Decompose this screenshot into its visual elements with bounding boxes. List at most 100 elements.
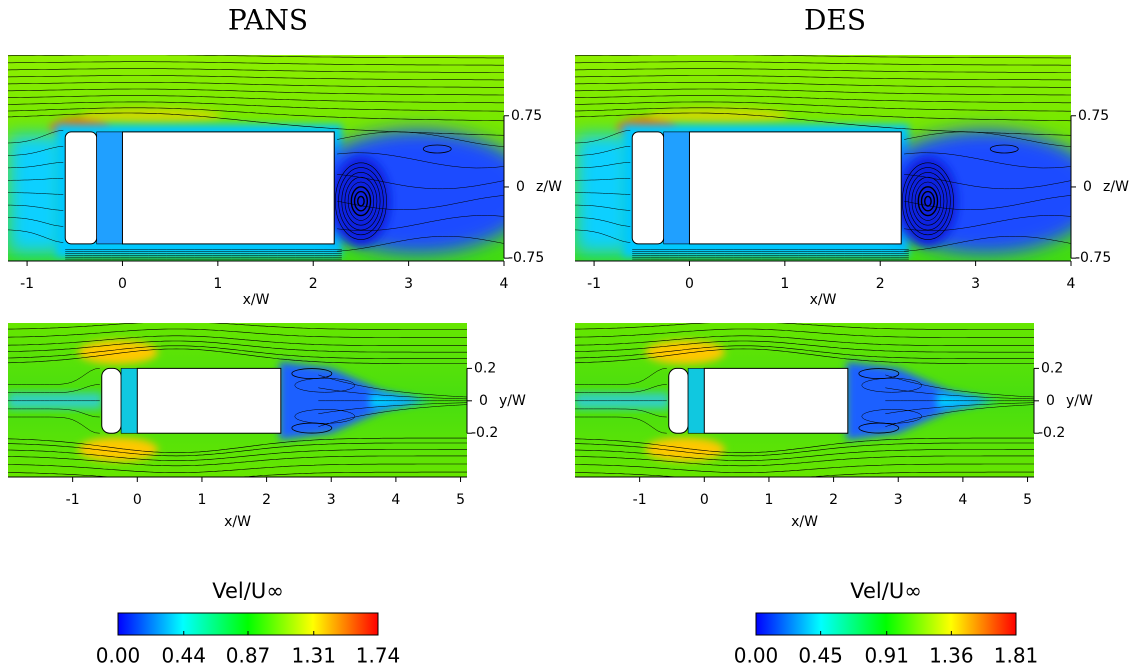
streamline	[575, 88, 1071, 96]
x-tick-label: 5	[1023, 492, 1032, 508]
streamline	[885, 404, 1034, 427]
body-front	[101, 367, 122, 434]
streamline	[8, 204, 64, 211]
x-tick-label: 4	[958, 492, 967, 508]
streamline	[575, 229, 631, 243]
vortex-line	[920, 190, 936, 212]
wake-zone	[897, 156, 958, 247]
x-tick-label: -1	[587, 276, 601, 292]
vortex-line	[914, 181, 942, 221]
streamline	[337, 174, 504, 190]
vortex-line	[902, 162, 954, 240]
streamline	[575, 75, 1071, 81]
streamline	[8, 129, 64, 144]
high-speed-zone	[81, 107, 222, 124]
body-gap	[96, 131, 123, 245]
x-tick-label: 4	[1067, 276, 1076, 292]
colorbar-tick-label: 1.81	[994, 644, 1039, 668]
streamline	[8, 442, 467, 457]
flow-field	[575, 323, 1034, 477]
streamline	[904, 236, 1071, 252]
body-gap	[120, 368, 138, 434]
colorbar-tick-label: 0.44	[161, 644, 206, 668]
vortex-line	[350, 186, 372, 217]
streamline	[8, 55, 504, 59]
x-tick-label: 0	[700, 492, 709, 508]
streamline	[8, 408, 100, 418]
flow-field	[8, 55, 504, 261]
x-tick-label: 5	[456, 492, 465, 508]
streamline	[575, 68, 1071, 73]
streamline	[8, 437, 467, 453]
x-tick-label: 3	[404, 276, 413, 292]
x-axis-label: x/W	[224, 514, 251, 530]
x-tick-label: 1	[213, 276, 222, 292]
streamline	[318, 402, 467, 415]
streamline	[8, 82, 504, 88]
y-tick-label: 0	[479, 393, 488, 409]
y-axis-label: z/W	[536, 179, 562, 195]
high-speed-zone	[77, 340, 158, 365]
panel-title: PANS	[228, 4, 308, 37]
colorbar-title: Vel/U∞	[212, 579, 283, 603]
vortex-line	[353, 190, 369, 212]
y-tick-label: -0.75	[1075, 250, 1111, 266]
y-tick-label: -0.2	[471, 425, 498, 441]
colorbar-tick-label: 1.31	[291, 644, 336, 668]
x-tick-label: 4	[391, 492, 400, 508]
streamline	[8, 95, 504, 104]
streamline	[8, 101, 504, 112]
x-tick-label: 0	[685, 276, 694, 292]
streamline	[318, 404, 467, 427]
streamline	[8, 455, 467, 467]
x-tick-label: 1	[780, 276, 789, 292]
colorbar-tick-label: 0.45	[798, 644, 843, 668]
x-tick-label: 1	[197, 492, 206, 508]
streamline	[904, 195, 1071, 210]
x-tick-label: 4	[500, 276, 509, 292]
x-axis-label: x/W	[810, 292, 837, 308]
wake-zone	[330, 156, 391, 247]
vortex-line	[858, 368, 900, 379]
streamline	[575, 408, 667, 418]
x-tick-label: 3	[327, 492, 336, 508]
y-tick-label: 0	[516, 179, 525, 195]
streamline	[885, 402, 1034, 415]
vortex-line	[917, 186, 939, 217]
body-front	[64, 131, 98, 245]
x-tick-label: 0	[118, 276, 127, 292]
streamline	[575, 328, 1034, 338]
vortex-line	[858, 422, 900, 434]
streamline	[337, 215, 504, 231]
vortex-line	[861, 377, 923, 393]
streamline	[337, 131, 504, 147]
streamline	[904, 215, 1071, 231]
x-tick-label: 2	[309, 276, 318, 292]
streamline	[8, 112, 504, 136]
streamline	[8, 192, 64, 195]
streamline	[575, 82, 1071, 88]
streamline	[8, 471, 467, 477]
vortex-line	[861, 409, 923, 424]
streamline	[8, 416, 100, 434]
streamline	[8, 61, 504, 66]
colorbar-tick-label: 0.87	[226, 644, 271, 668]
vortex-line	[291, 422, 333, 434]
x-axis-label: x/W	[243, 292, 270, 308]
streamline	[337, 236, 504, 252]
vortex-line	[911, 176, 945, 226]
streamline	[8, 323, 467, 330]
colorbar-tick-label: 0.00	[96, 644, 141, 668]
y-tick-label: 0.2	[1041, 360, 1063, 376]
streamline	[575, 345, 1034, 359]
flow-field	[575, 55, 1071, 261]
streamline	[904, 131, 1071, 147]
x-axis-label: x/W	[791, 514, 818, 530]
vortex-line	[291, 368, 333, 379]
vortex-line	[335, 162, 387, 240]
colorbar-title: Vel/U∞	[850, 579, 921, 603]
vortex-line	[341, 172, 381, 231]
x-tick-label: 2	[829, 492, 838, 508]
y-axis-label: z/W	[1103, 179, 1129, 195]
streamline	[575, 437, 1034, 453]
